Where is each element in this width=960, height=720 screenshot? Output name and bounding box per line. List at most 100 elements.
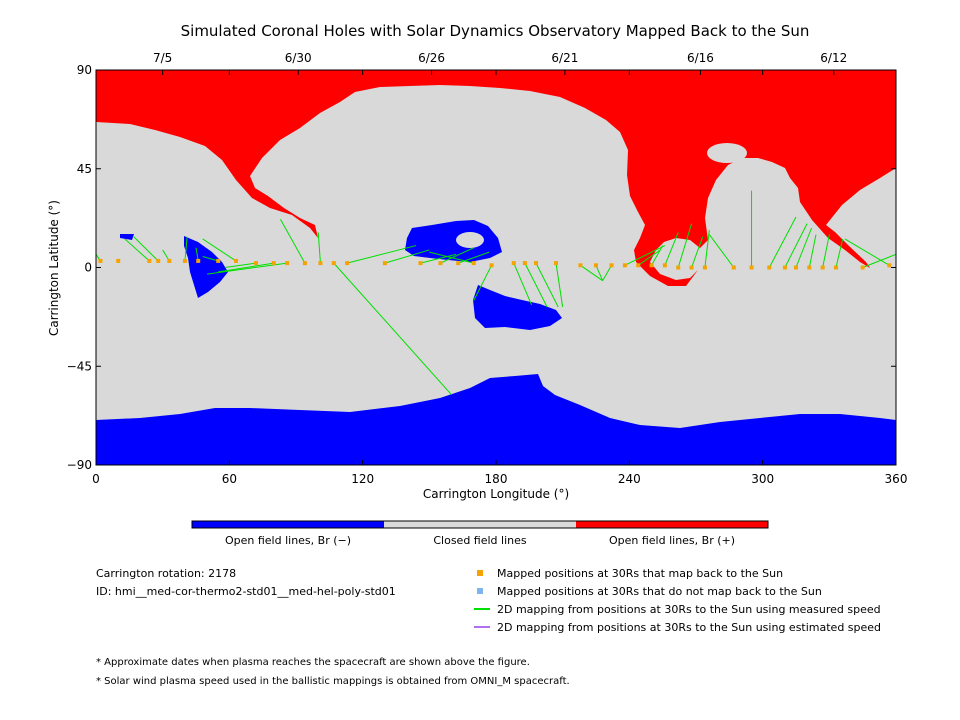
colorbar-frame — [191, 520, 769, 529]
mapping-line — [133, 236, 159, 262]
mapped-point — [636, 263, 641, 268]
model-id-text: ID: hmi__med-cor-thermo2-std01__med-hel-… — [96, 585, 396, 598]
mapping-line — [808, 234, 817, 268]
closed-island-center — [456, 232, 484, 248]
mapping-line — [346, 245, 417, 264]
mapping-line — [440, 247, 474, 264]
x-tick-label: 240 — [618, 472, 641, 486]
y-tick-label: 45 — [77, 162, 92, 176]
mapping-line — [844, 238, 890, 266]
date-tick-label: 6/21 — [551, 51, 578, 65]
mapping-line — [651, 245, 664, 266]
legend-label: 2D mapping from positions at 30Rs to the… — [497, 621, 881, 634]
mapped-point — [216, 258, 221, 263]
colorbar-segment — [384, 521, 576, 528]
mapping-line — [195, 247, 199, 261]
mapping-line — [458, 251, 490, 264]
mapped-point — [182, 258, 187, 263]
mapping-line — [184, 236, 188, 261]
legend-swatch — [477, 588, 483, 594]
mapped-point — [418, 261, 423, 266]
mapping-line — [784, 223, 808, 268]
mapped-point — [860, 265, 865, 270]
mapped-point — [749, 265, 754, 270]
mapped-point — [834, 265, 838, 270]
mapped-point — [702, 265, 707, 270]
mapping-line — [513, 262, 533, 306]
axes: 0 60 120 180 240 300 360 −90 −45 0 45 90 7/5 6/30 6/26… — [67, 51, 908, 486]
mapped-point — [271, 261, 276, 266]
mapped-point — [522, 261, 527, 266]
date-tick-label: 6/30 — [285, 51, 312, 65]
colorbar-label: Open field lines, Br (−) — [225, 534, 351, 547]
mapped-point — [489, 263, 494, 268]
mapped-point — [676, 265, 681, 270]
mapping-line — [224, 262, 257, 268]
mapping-line — [202, 256, 219, 262]
footnote-2: * Solar wind plasma speed used in the ba… — [96, 676, 570, 687]
mapped-point — [807, 265, 812, 270]
open-negative-patch-1 — [120, 234, 134, 240]
x-tick-label: 180 — [485, 472, 508, 486]
mapping-line — [473, 265, 493, 301]
mapping-line — [595, 265, 604, 281]
mapping-line — [677, 223, 693, 268]
date-tick-label: 6/12 — [820, 51, 847, 65]
mapped-point — [98, 258, 103, 263]
mapping-line — [691, 236, 704, 268]
mapped-point — [382, 261, 387, 266]
x-axis-label: Carrington Longitude (°) — [423, 487, 569, 501]
date-tick-label: 6/16 — [687, 51, 714, 65]
mapping-line — [664, 232, 679, 266]
mapping-line — [637, 249, 661, 266]
mapping-line — [524, 262, 548, 308]
colorbar-segment — [576, 521, 768, 528]
x-tick-label: 300 — [751, 472, 774, 486]
mapped-point — [731, 265, 736, 270]
chart-title: Simulated Coronal Holes with Solar Dynam… — [181, 22, 810, 40]
mapped-point — [820, 265, 825, 270]
mapping-line — [768, 216, 797, 268]
open-negative-patch-4 — [473, 285, 562, 330]
mapped-point — [254, 261, 258, 266]
mapped-point — [147, 258, 152, 263]
mapped-point — [887, 263, 892, 268]
legend-swatch — [477, 570, 483, 576]
open-negative-patch-2 — [184, 236, 228, 298]
colorbar-segment — [192, 521, 384, 528]
mapped-point — [438, 261, 443, 266]
map-plot-area — [95, 69, 897, 466]
mapped-point — [662, 263, 667, 268]
colorbar: Open field lines, Br (−) Closed field lin… — [191, 520, 769, 547]
mapping-line — [280, 218, 306, 264]
open-negative-patch-3 — [405, 220, 502, 262]
mapping-line — [822, 234, 830, 268]
x-tick-label: 120 — [351, 472, 374, 486]
legend-label: Mapped positions at 30Rs that map back t… — [497, 567, 783, 580]
y-tick-label: −45 — [67, 359, 92, 373]
y-axis-label: Carrington Latitude (°) — [47, 200, 61, 336]
mapping-line — [602, 265, 612, 281]
south-open-negative-region — [96, 374, 896, 465]
mapped-point — [318, 261, 323, 266]
y-tick-label: 90 — [77, 63, 92, 77]
mapping-line — [624, 245, 666, 266]
mapped-point — [234, 258, 238, 263]
mapped-points — [98, 258, 892, 270]
mapped-point — [689, 265, 694, 270]
colorbar-label: Closed field lines — [433, 534, 527, 547]
mapping-lines — [95, 190, 897, 396]
mapped-point — [167, 258, 172, 263]
date-tick-label: 6/26 — [418, 51, 445, 65]
mapping-line — [704, 230, 710, 268]
y-tick-label: 0 — [84, 261, 92, 275]
mapped-point — [302, 261, 307, 266]
x-tick-label: 60 — [222, 472, 237, 486]
mapping-line — [218, 262, 274, 273]
mapping-line — [429, 251, 474, 264]
mapping-line — [384, 249, 430, 264]
x-tick-label: 0 — [92, 472, 100, 486]
mapped-point — [622, 263, 627, 268]
mapping-line — [708, 234, 735, 268]
